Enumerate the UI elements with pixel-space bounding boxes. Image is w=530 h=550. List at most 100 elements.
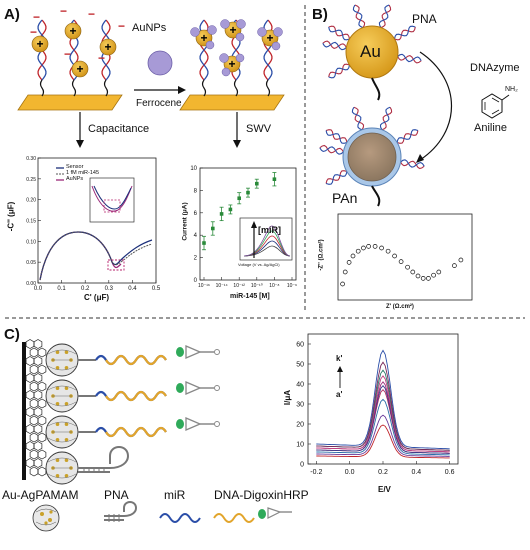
dpv-xtick: 0.6 [445, 469, 455, 476]
nyquist-point [431, 272, 436, 278]
capacitance-chart: 0.0 0.1 0.2 0.3 0.4 0.5 0.00 0.05 0.10 0.15 0.20 0… [26, 156, 161, 292]
cap-xlabel: C' (μF) [84, 293, 110, 302]
cap-curve-mir [39, 231, 153, 281]
nyquist-point [350, 253, 356, 259]
swv-point [255, 181, 259, 186]
dpv-curve [316, 349, 450, 450]
nyq-ylabel: -Z'' (Ω.cm²) [318, 239, 325, 271]
pna-strand [394, 26, 416, 41]
antibody-hrp [185, 381, 202, 395]
nyquist-points [340, 244, 464, 287]
dpv-ytick: 50 [296, 362, 304, 369]
dna-digoxin-strand [105, 354, 167, 366]
nyquist-point [458, 257, 464, 263]
cap-ylabel: -C'' (μF) [6, 201, 16, 232]
cap-ytick: 0.15 [26, 219, 36, 225]
nyquist-chart [337, 213, 473, 301]
swv-xtick: 10⁻¹⁶ [198, 283, 210, 289]
cap-xtick: 0.0 [34, 286, 43, 292]
swv-data-points [202, 172, 277, 251]
nyq-xlabel: Z' (Ω.cm²) [386, 304, 414, 310]
swv-point [246, 190, 250, 195]
cap-xtick: 0.3 [105, 286, 114, 292]
legend-pna: PNA [104, 488, 129, 502]
swv-xtick: 10⁻⁸ [269, 283, 279, 289]
svg-text:+: + [229, 23, 236, 37]
au-core-coated [347, 132, 397, 182]
nyquist-point [415, 273, 421, 279]
swv-inset-label: [miR] [258, 225, 281, 235]
cap-legend-sensor: Sensor [66, 164, 84, 170]
legend-dna-digoxinhrp: DNA-DigoxinHRP [214, 488, 309, 502]
dpv-curve [316, 414, 450, 457]
svg-text:+: + [266, 31, 273, 45]
dpv-xtick: 0.4 [411, 469, 421, 476]
panel-a-label: A) [4, 6, 20, 23]
aniline-icon [481, 93, 510, 119]
dpv-ytick: 0 [300, 462, 304, 469]
dna-digoxin-strand [105, 426, 167, 438]
nyquist-point [379, 245, 384, 251]
swv-point [219, 212, 224, 216]
aniline-label: Aniline [474, 122, 508, 134]
cap-ytick: 0.30 [26, 156, 36, 162]
svg-text:−: − [88, 7, 95, 21]
dpv-ytick: 30 [296, 402, 304, 409]
cap-xtick: 0.1 [57, 286, 66, 292]
nyquist-point [372, 244, 378, 249]
swv-xtick: 10⁻¹⁰ [251, 283, 263, 289]
swv-xlabel: miR-145 [M] [230, 293, 270, 300]
electrode-left [17, 94, 123, 111]
svg-text:−: − [30, 25, 37, 39]
dpv-xtick: 0.0 [345, 469, 355, 476]
legend-mir: miR [164, 488, 186, 502]
aunps-label: AuNPs [132, 22, 167, 34]
dpv-k-label: k' [336, 354, 343, 363]
nyquist-point [361, 245, 366, 251]
swv-inset-curve [243, 245, 291, 257]
nyquist-point [452, 263, 457, 268]
digoxin-label [176, 347, 184, 357]
swv-inset-xlabel: Voltage (V vs. Ag/AgCl) [238, 262, 280, 267]
nyquist-point [426, 276, 431, 281]
nyquist-point [342, 269, 348, 275]
legend-au-agpamam: Au-AgPAMAM [2, 488, 79, 502]
svg-text:−: − [64, 47, 71, 61]
dpv-xtick: 0.2 [378, 469, 388, 476]
cap-xtick: 0.5 [152, 286, 161, 292]
ferrocene-icon [147, 50, 173, 76]
pna-strand [322, 40, 347, 49]
cap-legend-aunps: AuNPs [66, 176, 84, 182]
swv-point [272, 177, 277, 181]
capacitance-label: Capacitance [88, 123, 150, 135]
nyquist-point [355, 248, 361, 254]
digoxin-label [176, 383, 184, 393]
svg-text:+: + [36, 37, 43, 51]
pna-strand [400, 160, 425, 170]
electrode-c [22, 342, 26, 480]
svg-text:−: − [33, 10, 40, 24]
nyquist-point [340, 281, 345, 287]
swv-xtick: 10⁻¹² [233, 283, 245, 289]
panel-a-schematic: + + + + − − − − − − − + + + + [17, 4, 285, 148]
pna-strand [328, 63, 350, 78]
dna-digoxin-strand [105, 390, 167, 402]
pna-strand [319, 144, 344, 154]
svg-text:+: + [228, 57, 235, 71]
pna-strand [325, 129, 348, 143]
nyquist-point [385, 248, 391, 254]
cap-legend-mir: 1 fM miR-145 [66, 170, 100, 176]
swv-inset-curve [243, 225, 291, 257]
svg-text:+: + [69, 24, 76, 38]
dpv-curve [316, 384, 450, 454]
pna-strand [354, 4, 366, 28]
swv-point [211, 226, 215, 231]
svg-text:−: − [60, 4, 67, 18]
nyquist-point [420, 276, 426, 281]
pna-strand [328, 25, 351, 40]
panel-c-schematic [22, 339, 220, 485]
aunp-particles-left: + + + + − − − − − − − [30, 4, 125, 78]
nyquist-point [392, 253, 397, 259]
cap-ytick: 0.25 [26, 177, 36, 183]
svg-text:−: − [118, 19, 125, 33]
